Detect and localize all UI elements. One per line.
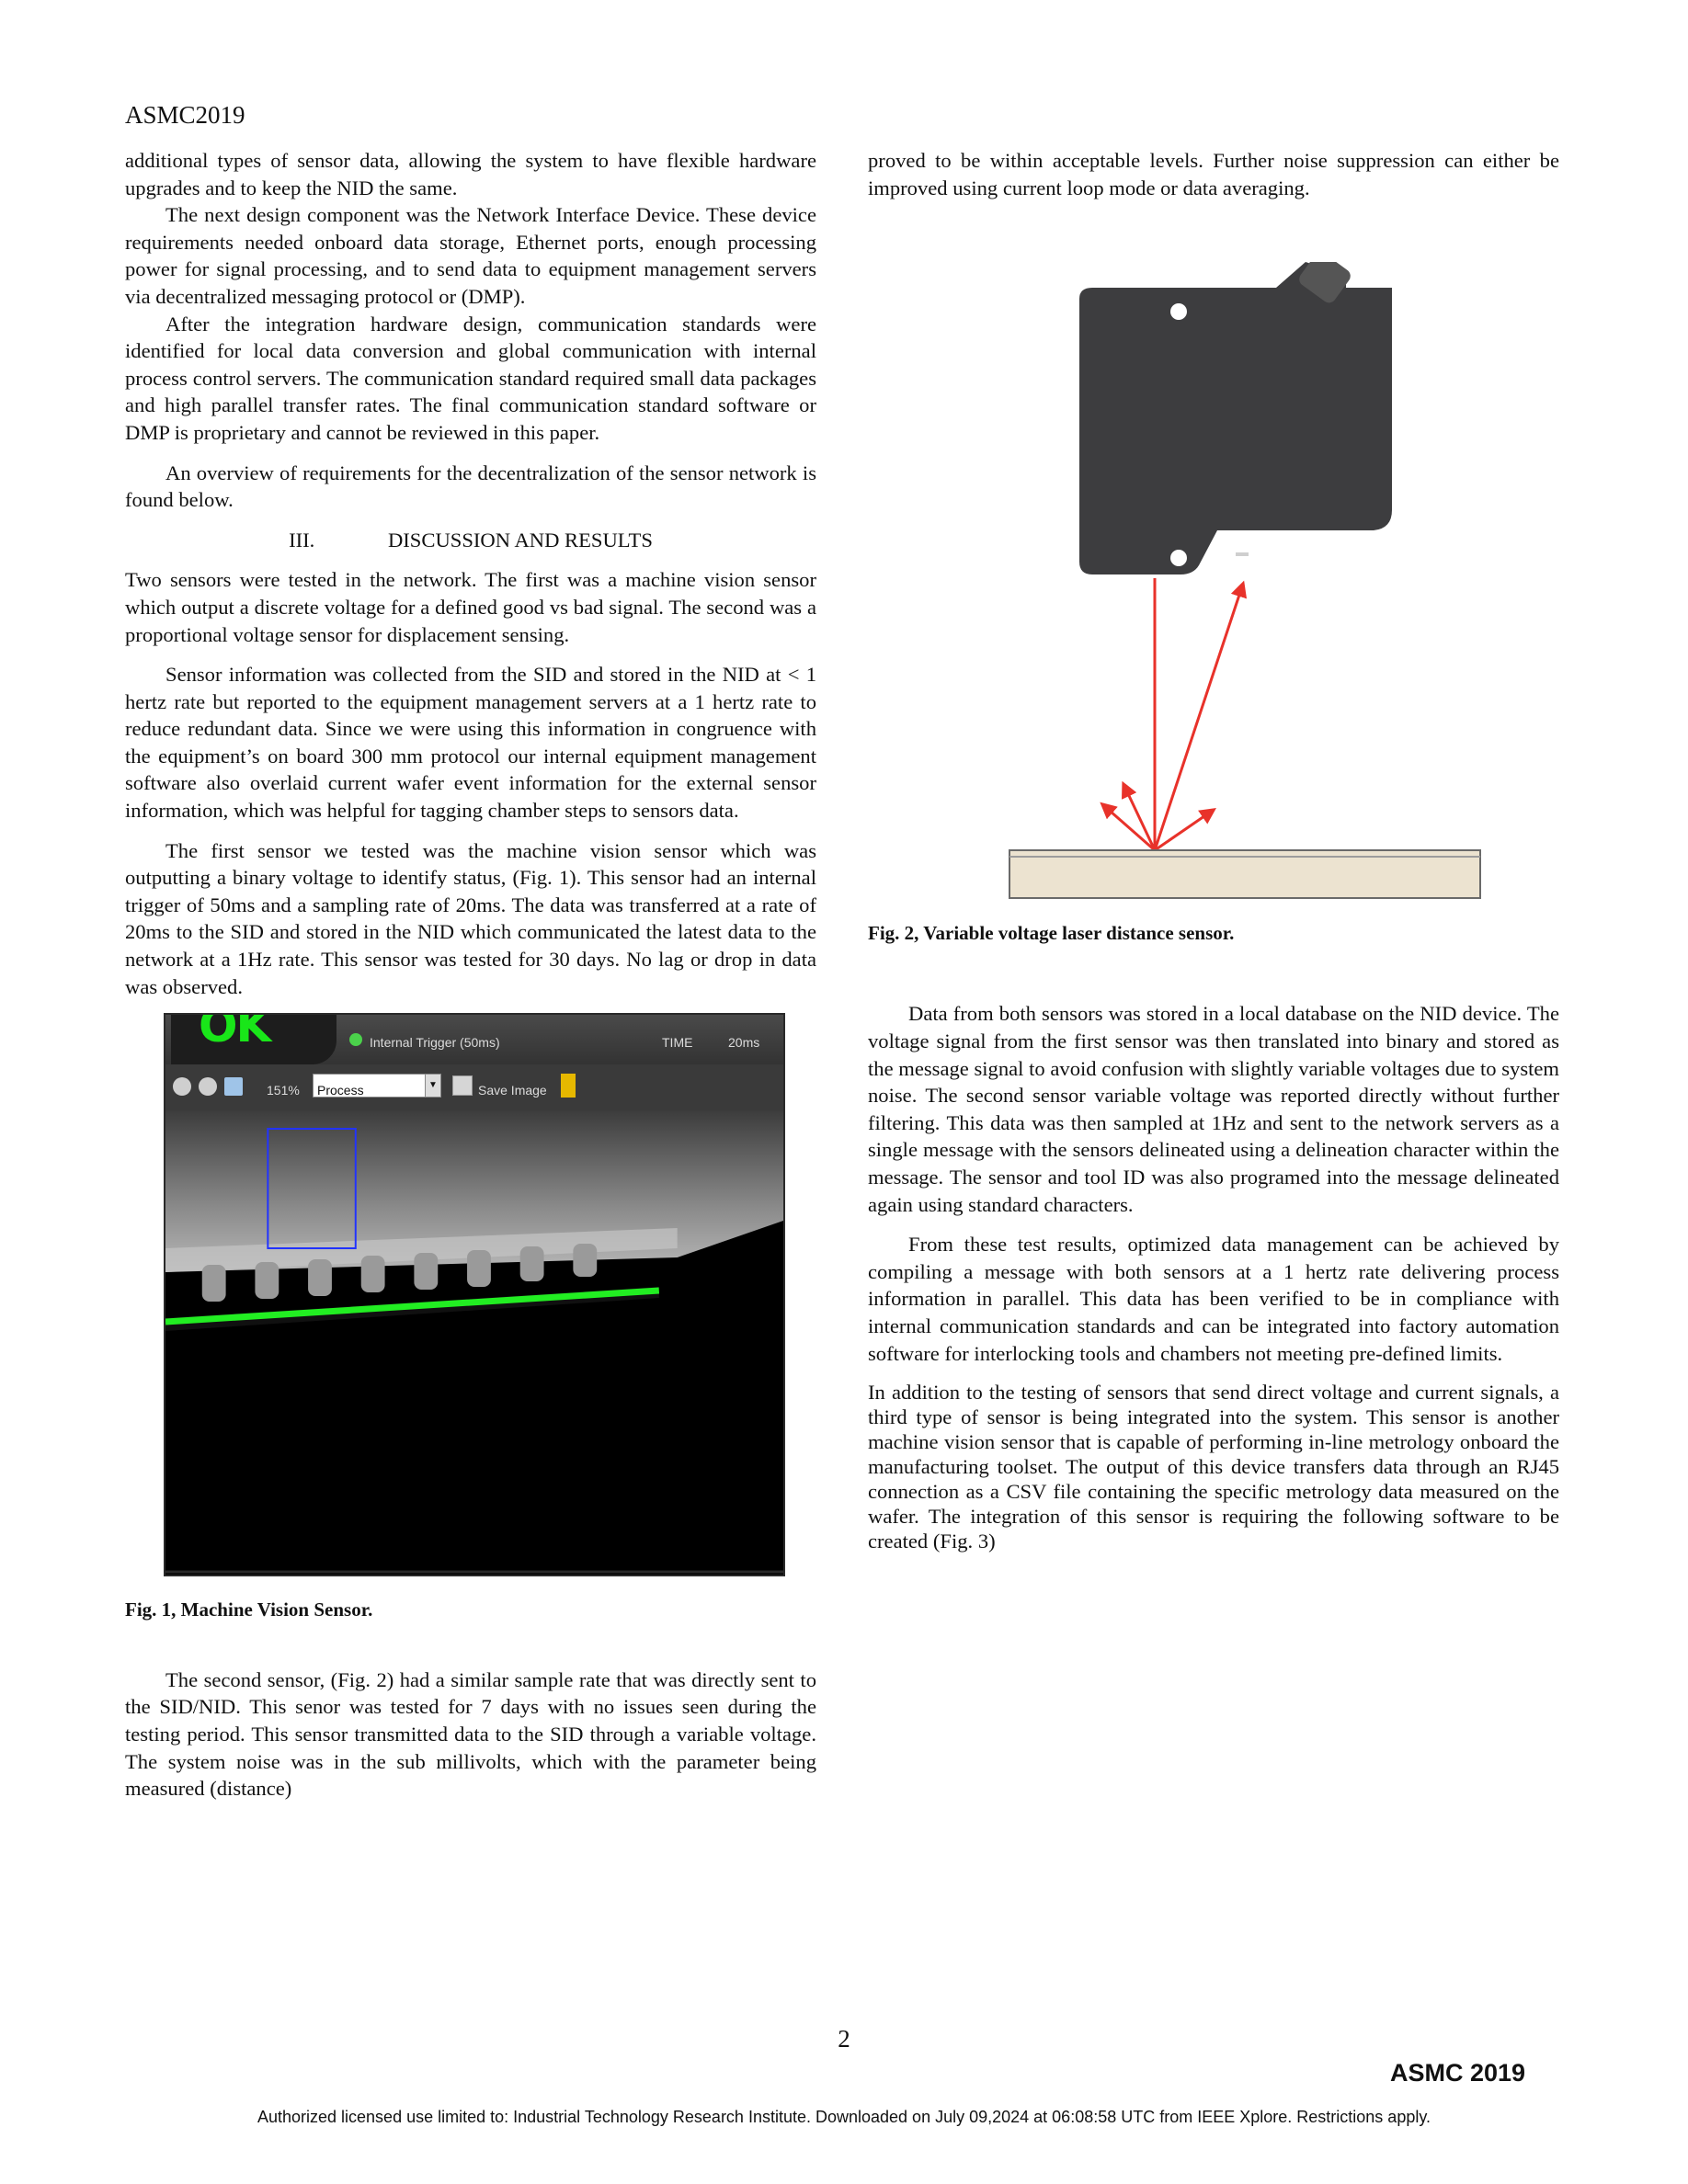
chamber-lip (165, 1228, 678, 1273)
figure-1-caption: Fig. 1, Machine Vision Sensor. (125, 1598, 373, 1621)
region-of-interest-box (267, 1128, 357, 1250)
section-title: DISCUSSION AND RESULTS (387, 528, 653, 552)
save-image-icon (452, 1075, 473, 1097)
paragraph: Sensor information was collected from th… (125, 663, 816, 823)
figure-2-caption: Fig. 2, Variable voltage laser distance … (868, 921, 1235, 944)
chevron-down-icon: ▼ (425, 1075, 440, 1098)
status-text: OK (199, 1013, 271, 1053)
license-notice: Authorized licensed use limited to: Indu… (257, 2108, 1431, 2126)
ok-badge: OK (171, 1013, 336, 1065)
time-value: 20ms (728, 1035, 760, 1051)
paragraph: The next design component was the Networ… (125, 203, 816, 308)
zoom-in-icon (199, 1077, 217, 1097)
right-column: proved to be within acceptable levels. F… (868, 147, 1559, 1553)
mounting-hole-bottom (1170, 550, 1187, 567)
edge-detection-line (165, 1287, 660, 1325)
scatter-beam-right (1154, 808, 1216, 852)
page-number: 2 (838, 2025, 850, 2053)
paragraph: An overview of requirements for the dece… (125, 461, 816, 512)
zoom-out-icon (173, 1077, 191, 1097)
vision-status-bar: OK Internal Trigger (50ms) TIME 20ms (165, 1013, 783, 1065)
paragraph: Data from both sensors was stored in a l… (868, 1002, 1559, 1216)
chamber-tabs (201, 1244, 598, 1302)
paragraph: After the integration hardware design, c… (125, 312, 816, 444)
laser-aperture (1236, 552, 1249, 557)
time-label: TIME (662, 1035, 693, 1051)
left-column: additional types of sensor data, allowin… (125, 147, 816, 1803)
paragraph: additional types of sensor data, allowin… (125, 149, 816, 199)
fit-icon (224, 1077, 243, 1097)
mounting-hole-top (1170, 303, 1187, 321)
figure-1: OK Internal Trigger (50ms) TIME 20ms 151… (125, 1013, 816, 1624)
running-header: ASMC2019 (125, 101, 245, 129)
section-heading: III. DISCUSSION AND RESULTS (125, 527, 816, 554)
paragraph: In addition to the testing of sensors th… (868, 1381, 1559, 1553)
figure-2: Fig. 2, Variable voltage laser distance … (868, 252, 1559, 947)
laser-distance-sensor-illustration (1009, 252, 1481, 900)
scatter-beam-left (1100, 802, 1156, 852)
paragraph: The first sensor we tested was the machi… (125, 838, 816, 998)
process-select: Process ▼ (313, 1074, 441, 1098)
process-select-value: Process (317, 1083, 364, 1098)
target-surface (1009, 849, 1481, 900)
camera-view (165, 1110, 783, 1575)
sensor-body (1079, 262, 1392, 575)
vision-toolbar: 151% Process ▼ Save Image (165, 1064, 783, 1111)
section-number: III. (289, 528, 315, 552)
paragraph: The second sensor, (Fig. 2) had a simila… (125, 1667, 816, 1801)
flag-icon (561, 1074, 576, 1098)
laser-reflect-beam (1153, 580, 1248, 851)
save-image-label: Save Image (478, 1083, 547, 1098)
trigger-indicator-icon (349, 1033, 362, 1047)
scatter-beam-upper-left (1122, 780, 1157, 851)
zoom-level: 151% (267, 1083, 300, 1098)
paragraph: Two sensors were tested in the network. … (125, 568, 816, 646)
paragraph: From these test results, optimized data … (868, 1233, 1559, 1365)
paragraph: proved to be within acceptable levels. F… (868, 149, 1559, 199)
sensor-connector (1299, 252, 1351, 303)
conference-logo: ASMC 2019 (1390, 2059, 1526, 2087)
trigger-label: Internal Trigger (50ms) (370, 1035, 500, 1051)
machine-vision-screenshot: OK Internal Trigger (50ms) TIME 20ms 151… (164, 1013, 785, 1577)
